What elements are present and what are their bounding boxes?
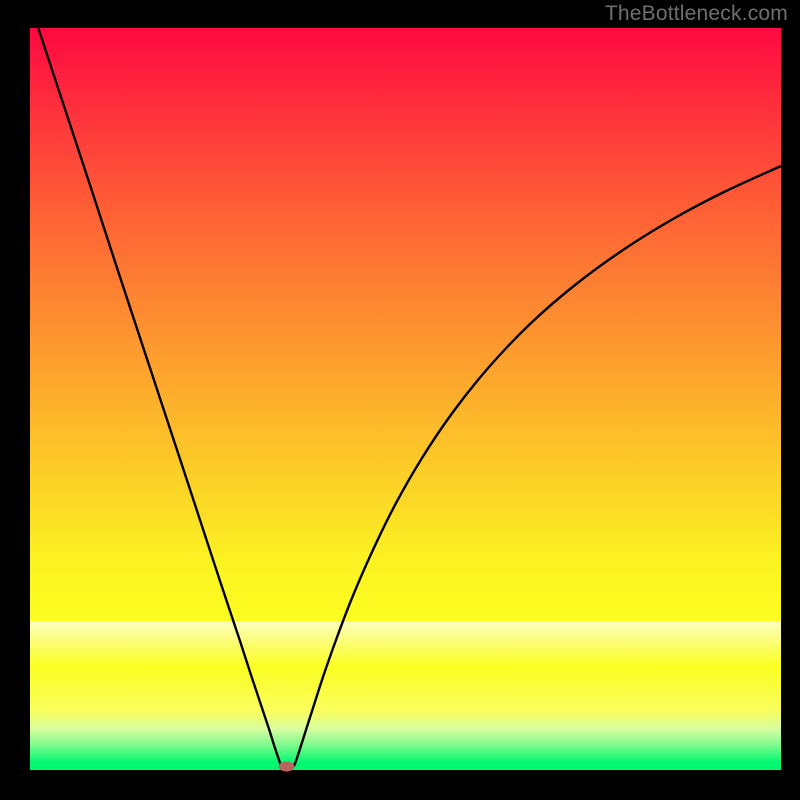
chart-svg [0, 0, 800, 800]
min-marker [279, 762, 295, 772]
plot-background [30, 28, 781, 770]
